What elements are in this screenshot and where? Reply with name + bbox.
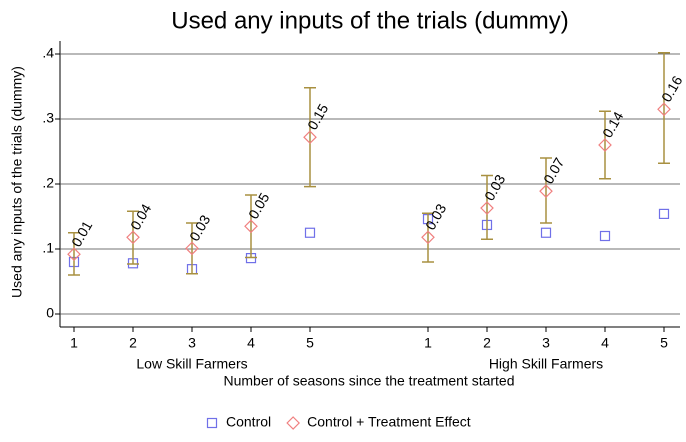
x-tick-label: 1 xyxy=(424,335,432,351)
chart-title: Used any inputs of the trials (dummy) xyxy=(171,7,569,34)
marker xyxy=(539,184,553,198)
legend-label: Control + Treatment Effect xyxy=(307,414,471,430)
error-bar xyxy=(481,174,493,240)
error-bar xyxy=(68,232,80,276)
y-axis-label: Used any inputs of the trials (dummy) xyxy=(9,66,25,298)
y-tick-label: .3 xyxy=(42,110,54,126)
error-bar xyxy=(127,210,139,265)
x-tick-label: 5 xyxy=(306,335,314,351)
x-tick-label: 1 xyxy=(70,335,78,351)
data-label: 0.03 xyxy=(481,172,509,204)
marker xyxy=(658,208,670,219)
marker xyxy=(657,102,671,117)
error-bar xyxy=(540,157,552,224)
marker xyxy=(599,230,611,242)
legend-label: Control xyxy=(226,414,271,430)
error-bar xyxy=(599,110,611,180)
error-bar xyxy=(245,194,257,259)
marker xyxy=(185,241,199,256)
error-bar xyxy=(186,222,198,275)
marker xyxy=(421,230,435,245)
marker xyxy=(304,227,316,238)
marker xyxy=(206,417,218,429)
x-tick-label: 2 xyxy=(483,335,491,351)
x-axis-label: Number of seasons since the treatment st… xyxy=(223,373,514,389)
data-label: 0.16 xyxy=(658,73,686,105)
marker xyxy=(244,219,258,234)
marker xyxy=(480,201,494,215)
data-label: 0.01 xyxy=(68,218,96,250)
data-label: 0.07 xyxy=(540,155,568,187)
data-label: 0.03 xyxy=(422,201,450,233)
error-bar xyxy=(658,51,670,164)
data-label: 0.04 xyxy=(127,201,155,233)
x-tick-label: 5 xyxy=(660,335,668,351)
error-bar xyxy=(304,87,316,188)
error-bar xyxy=(422,212,434,263)
marker xyxy=(540,227,552,238)
data-label: 0.14 xyxy=(599,109,627,141)
marker xyxy=(598,138,612,152)
x-tick-label: 3 xyxy=(188,335,196,351)
x-tick-label: 2 xyxy=(129,335,137,351)
group-label: Low Skill Farmers xyxy=(136,356,247,372)
y-tick-label: .1 xyxy=(42,240,54,256)
data-label: 0.03 xyxy=(186,212,214,244)
marker xyxy=(126,230,140,245)
marker xyxy=(67,247,81,262)
data-label: 0.15 xyxy=(304,101,332,133)
x-tick-label: 4 xyxy=(247,335,255,351)
y-tick-label: .2 xyxy=(42,175,54,191)
y-tick-label: 0 xyxy=(46,305,54,321)
marker xyxy=(286,416,300,430)
group-label: High Skill Farmers xyxy=(489,356,603,372)
x-tick-label: 4 xyxy=(601,335,609,351)
x-tick-label: 3 xyxy=(542,335,550,351)
marker xyxy=(303,130,317,145)
y-tick-label: .4 xyxy=(42,45,54,61)
